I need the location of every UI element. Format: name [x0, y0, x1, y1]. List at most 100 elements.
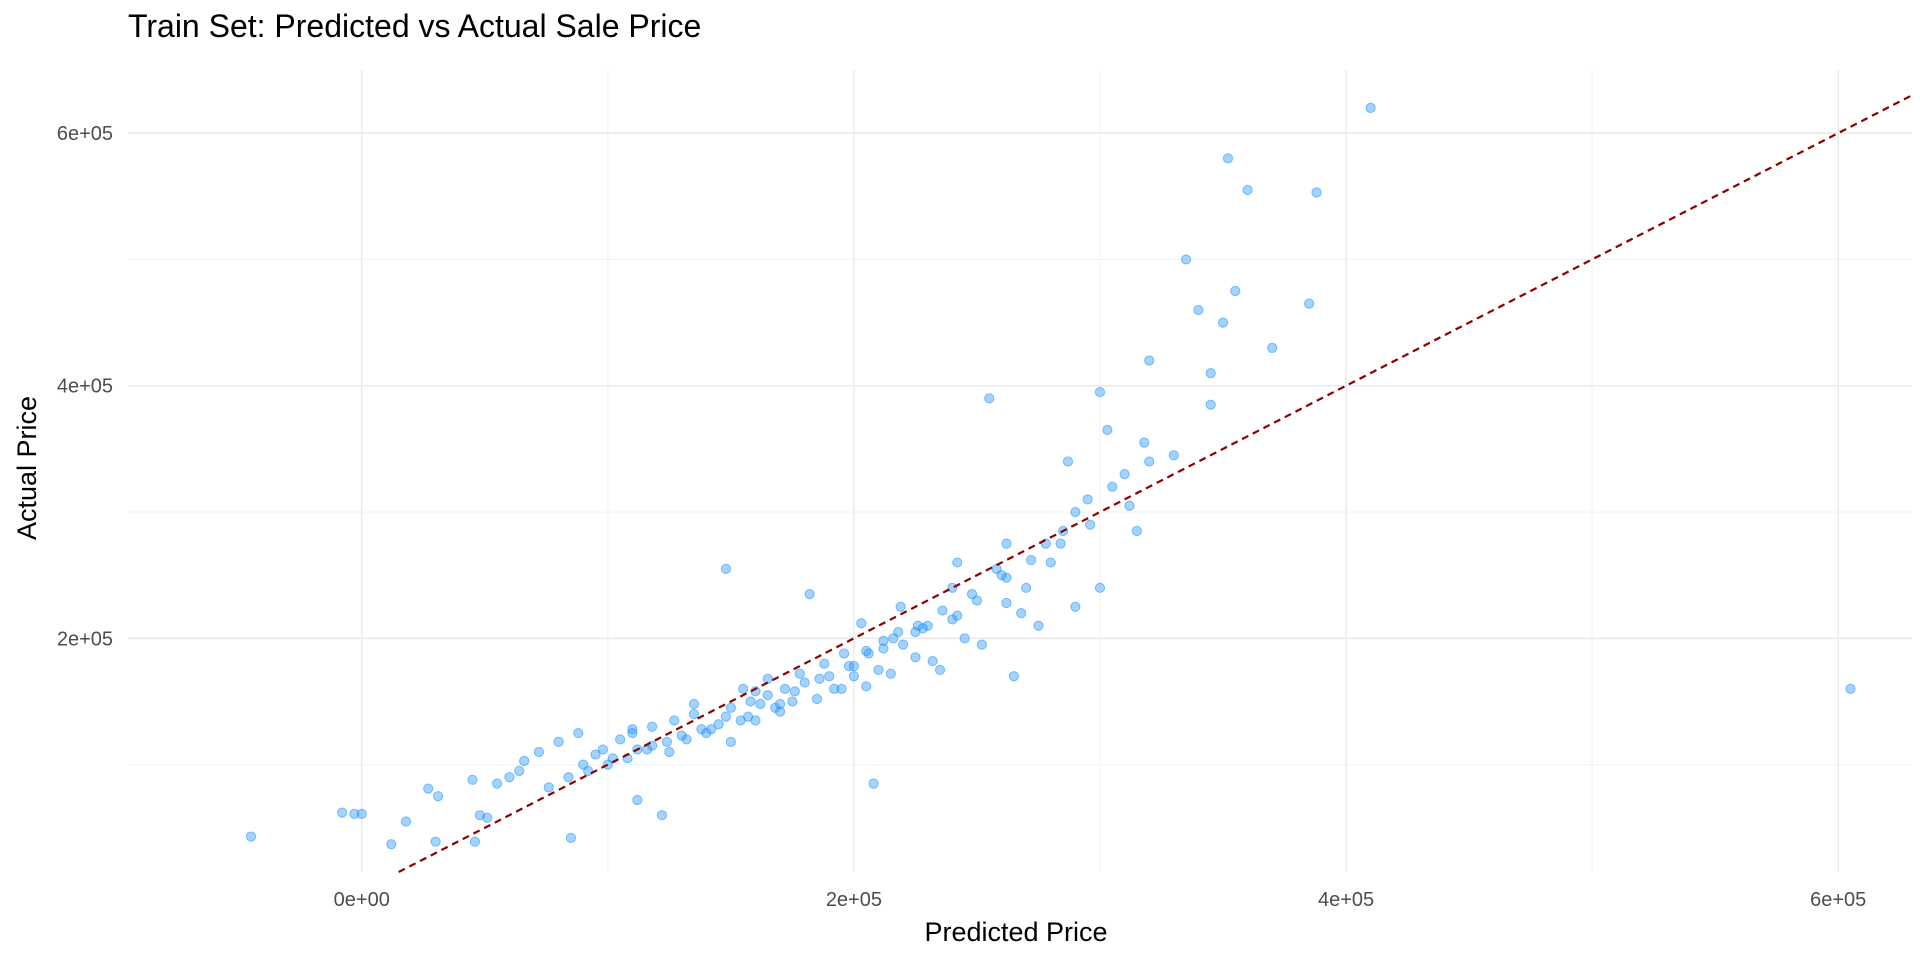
data-point [533, 746, 545, 758]
data-point [664, 746, 675, 758]
data-point [597, 744, 609, 755]
data-point [1304, 298, 1315, 309]
data-point [1311, 187, 1322, 198]
data-point [888, 633, 899, 644]
data-point [1001, 538, 1012, 549]
data-point [720, 711, 732, 722]
data-point [627, 724, 638, 735]
data-point [745, 696, 756, 707]
data-point [799, 677, 810, 688]
data-point [863, 648, 874, 659]
data-point [819, 658, 830, 669]
data-point [1242, 184, 1253, 196]
y-tick-label: 2e+05 [57, 628, 113, 650]
data-point [681, 734, 692, 745]
data-point [1070, 506, 1081, 518]
data-point [627, 727, 638, 739]
x-tick-label: 0e+00 [334, 889, 390, 911]
data-point [578, 759, 589, 770]
data-point [1180, 254, 1192, 265]
data-point [811, 693, 823, 705]
data-point [868, 778, 879, 789]
data-point [688, 709, 700, 720]
data-point [873, 664, 884, 676]
data-point [952, 610, 963, 621]
data-point [432, 791, 444, 802]
grid-lines [128, 70, 1912, 872]
data-point [843, 661, 855, 672]
y-axis-title: Actual Price [12, 396, 42, 540]
data-point [1070, 601, 1081, 612]
data-point [1267, 342, 1278, 353]
x-tick-label: 6e+05 [1810, 889, 1866, 911]
data-point [661, 736, 672, 748]
data-point [912, 620, 923, 631]
data-point [706, 724, 717, 735]
data-point [720, 563, 732, 574]
data-point [245, 831, 257, 842]
data-point [898, 639, 909, 650]
data-point [430, 836, 441, 847]
data-point [688, 698, 700, 710]
data-point [1021, 582, 1032, 593]
data-point [1001, 572, 1012, 583]
data-point [959, 633, 970, 644]
data-point [482, 812, 493, 823]
data-point [1001, 597, 1012, 609]
data-point [1102, 424, 1113, 436]
data-point [804, 589, 815, 600]
data-point [492, 778, 503, 789]
x-tick-label: 2e+05 [826, 889, 882, 911]
y-tick-label: 4e+05 [57, 376, 113, 398]
data-point [779, 683, 791, 694]
x-tick-label: 4e+05 [1318, 889, 1374, 911]
data-point [469, 836, 481, 847]
data-point [976, 639, 987, 650]
x-axis-ticks: 0e+00 2e+05 4e+05 6e+05 [334, 889, 1867, 911]
data-point [423, 783, 434, 794]
data-point [1094, 386, 1106, 398]
reference-line-group [398, 94, 1913, 873]
data-point [762, 673, 773, 684]
data-point [514, 765, 525, 777]
data-point [984, 393, 995, 404]
data-point [1094, 582, 1106, 593]
data-point [991, 563, 1002, 574]
data-point [386, 839, 397, 850]
data-point [504, 772, 515, 783]
data-point [632, 794, 643, 806]
data-point [848, 671, 860, 682]
data-point [1045, 557, 1056, 568]
data-point [1205, 399, 1216, 410]
data-point [1217, 317, 1229, 328]
data-point [1124, 500, 1135, 511]
data-point [762, 690, 773, 701]
chart-title: Train Set: Predicted vs Actual Sale Pric… [128, 8, 702, 44]
data-point [937, 605, 948, 616]
data-point [878, 643, 889, 654]
data-point [738, 683, 749, 694]
data-point [787, 696, 798, 707]
data-point [563, 772, 574, 783]
data-point [814, 673, 825, 684]
data-point [952, 557, 963, 568]
data-point [1119, 469, 1130, 480]
data-point [1025, 554, 1037, 566]
data-point [356, 808, 367, 820]
data-point [1055, 538, 1066, 549]
data-point [543, 782, 554, 793]
data-point [615, 734, 626, 745]
data-point [349, 808, 360, 820]
data-point [895, 601, 906, 612]
y-tick-label: 6e+05 [57, 123, 113, 145]
data-point [1033, 620, 1044, 631]
data-point [1082, 494, 1093, 505]
data-point [829, 683, 840, 694]
data-point [885, 668, 896, 679]
data-point [1230, 285, 1241, 297]
data-point [1085, 519, 1096, 530]
data-point [713, 719, 724, 730]
data-point [774, 698, 786, 710]
data-point [1222, 153, 1234, 164]
